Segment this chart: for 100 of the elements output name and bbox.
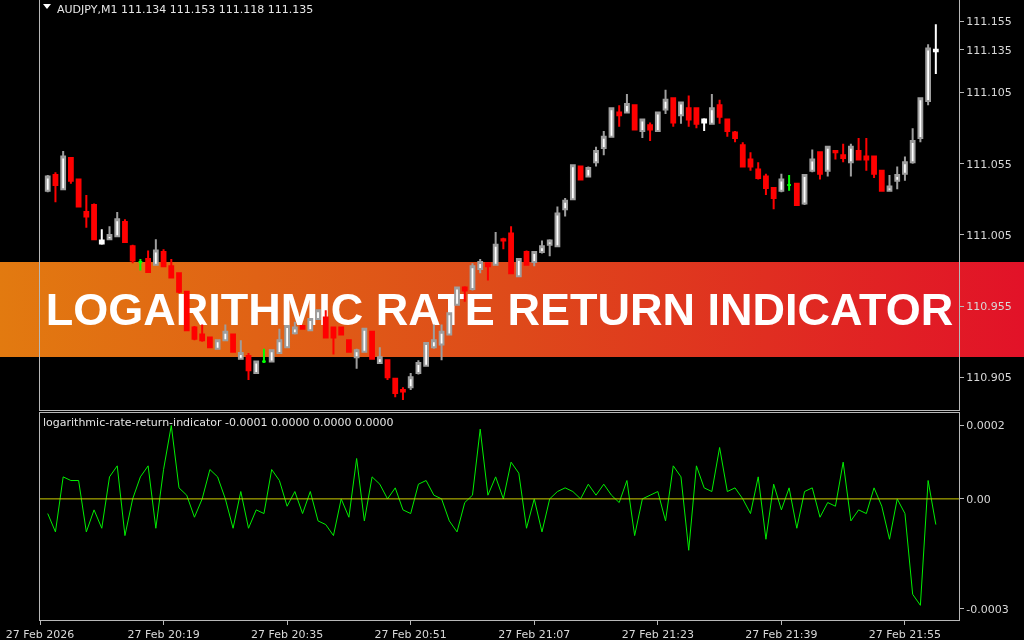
candlestick	[925, 43, 931, 107]
candlestick	[724, 118, 731, 138]
candlestick	[106, 225, 113, 241]
candlestick	[268, 349, 275, 363]
candlestick	[840, 142, 847, 164]
candlestick	[315, 309, 321, 320]
candlestick	[75, 178, 82, 208]
x-tick-label: 27 Feb 2026	[5, 628, 75, 640]
candlestick	[438, 323, 445, 362]
candlestick	[886, 174, 893, 192]
y-tick-label: 0.0002	[966, 419, 1005, 433]
candlestick	[122, 218, 128, 244]
candlestick	[878, 169, 885, 192]
candlestick	[847, 142, 854, 178]
candlestick	[871, 155, 877, 179]
candlestick	[44, 174, 51, 194]
y-tick-label: 111.105	[966, 86, 1012, 100]
candlestick	[330, 326, 337, 356]
candlestick	[376, 346, 383, 365]
text: LOGARITHMIC RATE RETURN INDICATOR	[45, 283, 954, 336]
candlestick	[199, 323, 206, 343]
candlestick	[778, 172, 785, 194]
candlestick	[430, 323, 437, 350]
candlestick	[817, 151, 823, 181]
candlestick	[639, 118, 646, 140]
candlestick	[616, 104, 623, 128]
candlestick	[485, 262, 491, 282]
candlestick	[245, 352, 252, 382]
candlestick	[932, 23, 939, 76]
candlestick	[701, 117, 708, 132]
candlestick	[98, 228, 105, 246]
annotation: logarithmic-rate-return-indicator -0.0001 0.0000 0.0000 0.0000	[43, 416, 394, 429]
candlestick	[685, 94, 692, 128]
candlestick	[708, 92, 715, 125]
candlestick	[369, 330, 375, 360]
candlestick	[716, 98, 723, 125]
y-tick-label: -0.0003	[966, 602, 1009, 616]
candlestick	[253, 360, 260, 374]
candlestick	[732, 129, 738, 144]
candlestick	[346, 339, 352, 353]
candlestick	[546, 238, 553, 258]
candlestick	[770, 186, 777, 211]
y-tick-label: 111.135	[966, 43, 1012, 57]
candlestick	[477, 258, 484, 275]
candlestick	[809, 148, 816, 174]
candlestick	[600, 129, 607, 157]
candlestick	[562, 196, 569, 218]
candlestick	[902, 155, 908, 182]
x-tick-label: 27 Feb 20:19	[127, 628, 200, 640]
candlestick	[237, 339, 244, 360]
annotation: AUDJPY,M1 111.134 111.153 111.118 111.135	[57, 3, 314, 16]
y-tick-label: 111.055	[966, 157, 1012, 171]
candlestick	[678, 101, 684, 125]
x-tick-label: 27 Feb 21:07	[498, 628, 571, 640]
candlestick	[114, 211, 121, 238]
candlestick	[739, 141, 746, 168]
x-tick-label: 27 Feb 21:23	[621, 628, 694, 640]
candlestick	[137, 258, 144, 272]
candlestick	[52, 171, 59, 204]
y-tick-label: 111.005	[966, 228, 1012, 242]
candlestick	[508, 225, 514, 275]
candlestick	[338, 326, 345, 336]
candlestick	[693, 107, 700, 130]
candlestick	[261, 347, 267, 365]
candlestick	[492, 231, 499, 266]
candlestick	[624, 92, 630, 114]
candlestick	[670, 97, 677, 128]
candlestick	[755, 161, 762, 181]
candlestick	[647, 121, 653, 142]
x-tick-label: 27 Feb 21:55	[868, 628, 942, 640]
candlestick	[539, 239, 545, 255]
candlestick	[654, 111, 661, 132]
candlestick	[230, 333, 236, 353]
y-tick-label: 110.905	[966, 371, 1012, 385]
candlestick	[392, 377, 399, 399]
candlestick	[423, 342, 430, 367]
candlestick	[176, 272, 182, 295]
candlestick	[276, 327, 283, 355]
y-tick-label: 111.155	[966, 15, 1012, 29]
candlestick	[585, 165, 592, 178]
x-tick-label: 27 Feb 20:51	[374, 628, 447, 640]
x-tick-label: 27 Feb 20:35	[251, 628, 324, 640]
candlestick	[515, 258, 522, 278]
candlestick	[793, 182, 800, 206]
candlestick	[747, 151, 754, 172]
candlestick	[531, 250, 538, 268]
candlestick	[662, 88, 669, 115]
candlestick	[894, 165, 901, 191]
candlestick	[763, 172, 769, 197]
y-tick-label: 0.00	[966, 492, 991, 506]
candlestick	[91, 202, 97, 241]
candlestick	[569, 164, 576, 201]
y-tick-label: 110.955	[966, 299, 1012, 313]
candlestick	[593, 145, 599, 168]
x-tick-label: 27 Feb 21:39	[745, 628, 818, 640]
candlestick	[909, 127, 916, 165]
candlestick	[145, 249, 152, 273]
candlestick	[786, 174, 792, 192]
candlestick	[500, 236, 507, 251]
candlestick	[824, 145, 831, 178]
